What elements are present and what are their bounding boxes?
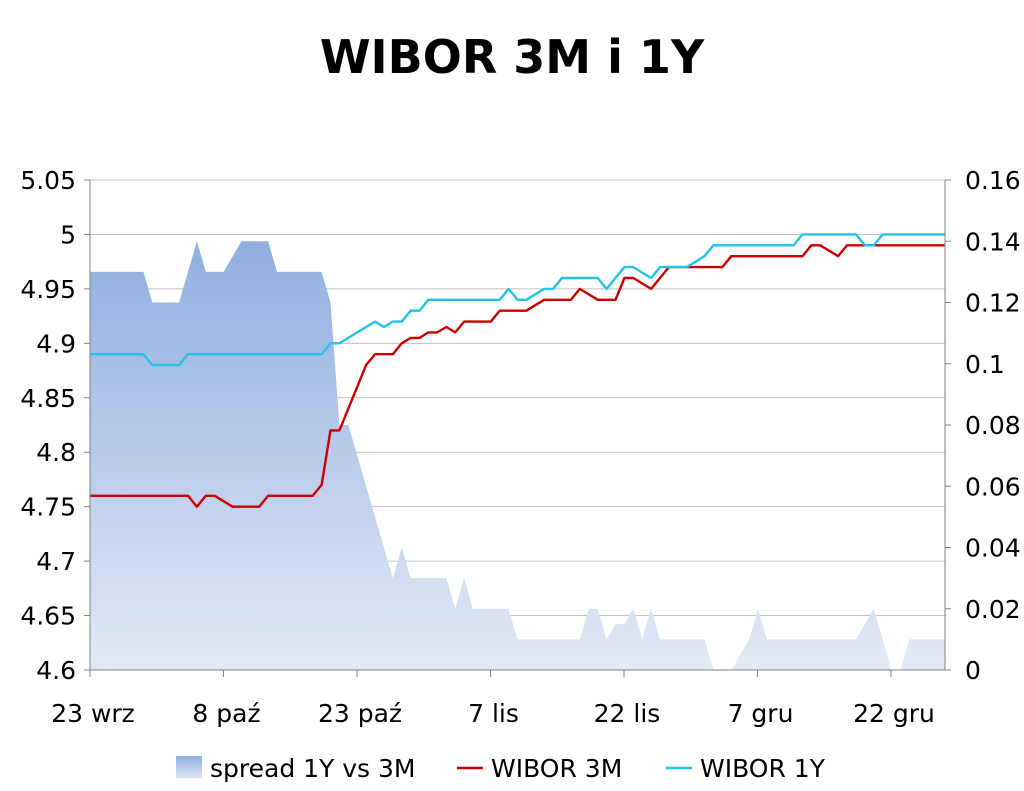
chart-title: WIBOR 3M i 1Y: [319, 30, 705, 84]
legend-swatch-spread: [176, 756, 202, 778]
left-tick-label: 4.95: [20, 275, 76, 304]
lines-layer: [90, 233, 945, 508]
right-tick-label: 0.02: [965, 595, 1021, 624]
legend-label-spread: spread 1Y vs 3M: [210, 754, 416, 783]
right-tick-label: 0.08: [965, 411, 1021, 440]
right-tick-label: 0.06: [965, 472, 1021, 501]
right-tick-label: 0.12: [965, 289, 1021, 318]
right-tick-label: 0.16: [965, 166, 1021, 195]
left-tick-label: 5.05: [20, 166, 76, 195]
left-tick-label: 4.7: [36, 547, 76, 576]
x-tick-label: 7 gru: [728, 699, 794, 728]
left-tick-label: 4.65: [20, 602, 76, 631]
legend-label-wibor-3m: WIBOR 3M: [491, 754, 622, 783]
x-tick-label: 22 gru: [853, 699, 935, 728]
x-tick-label: 23 wrz: [51, 699, 135, 728]
right-tick-label: 0.14: [965, 227, 1021, 256]
left-tick-label: 4.85: [20, 384, 76, 413]
x-tick-label: 7 lis: [468, 699, 519, 728]
legend: spread 1Y vs 3M WIBOR 3M WIBOR 1Y: [176, 754, 826, 783]
spread-area-layer: [90, 241, 945, 670]
x-tick-label: 22 lis: [594, 699, 661, 728]
right-tick-label: 0.04: [965, 534, 1021, 563]
right-tick-label: 0.1: [965, 350, 1005, 379]
left-axis-ticks: 4.6 4.65 4.7 4.75 4.8 4.85 4.9 4.95 5 5.05: [20, 166, 90, 685]
series-wibor-3m-line: [90, 244, 945, 508]
left-tick-label: 4.75: [20, 493, 76, 522]
legend-label-wibor-1y: WIBOR 1Y: [700, 754, 826, 783]
right-tick-label: 0: [965, 656, 981, 685]
right-axis-ticks: 0 0.02 0.04 0.06 0.08 0.1 0.12 0.14 0.16: [945, 166, 1021, 685]
x-axis-ticks: 23 wrz 8 paź 23 paź 7 lis 22 lis 7 gru 22 gru: [51, 670, 935, 728]
x-tick-label: 8 paź: [192, 699, 260, 728]
left-tick-label: 4.8: [36, 438, 76, 467]
series-spread-area: [90, 241, 945, 670]
x-tick-label: 23 paź: [318, 699, 402, 728]
left-tick-label: 4.9: [36, 329, 76, 358]
series-wibor-1y-line: [90, 233, 945, 367]
left-tick-label: 4.6: [36, 656, 76, 685]
left-tick-label: 5: [60, 220, 76, 249]
